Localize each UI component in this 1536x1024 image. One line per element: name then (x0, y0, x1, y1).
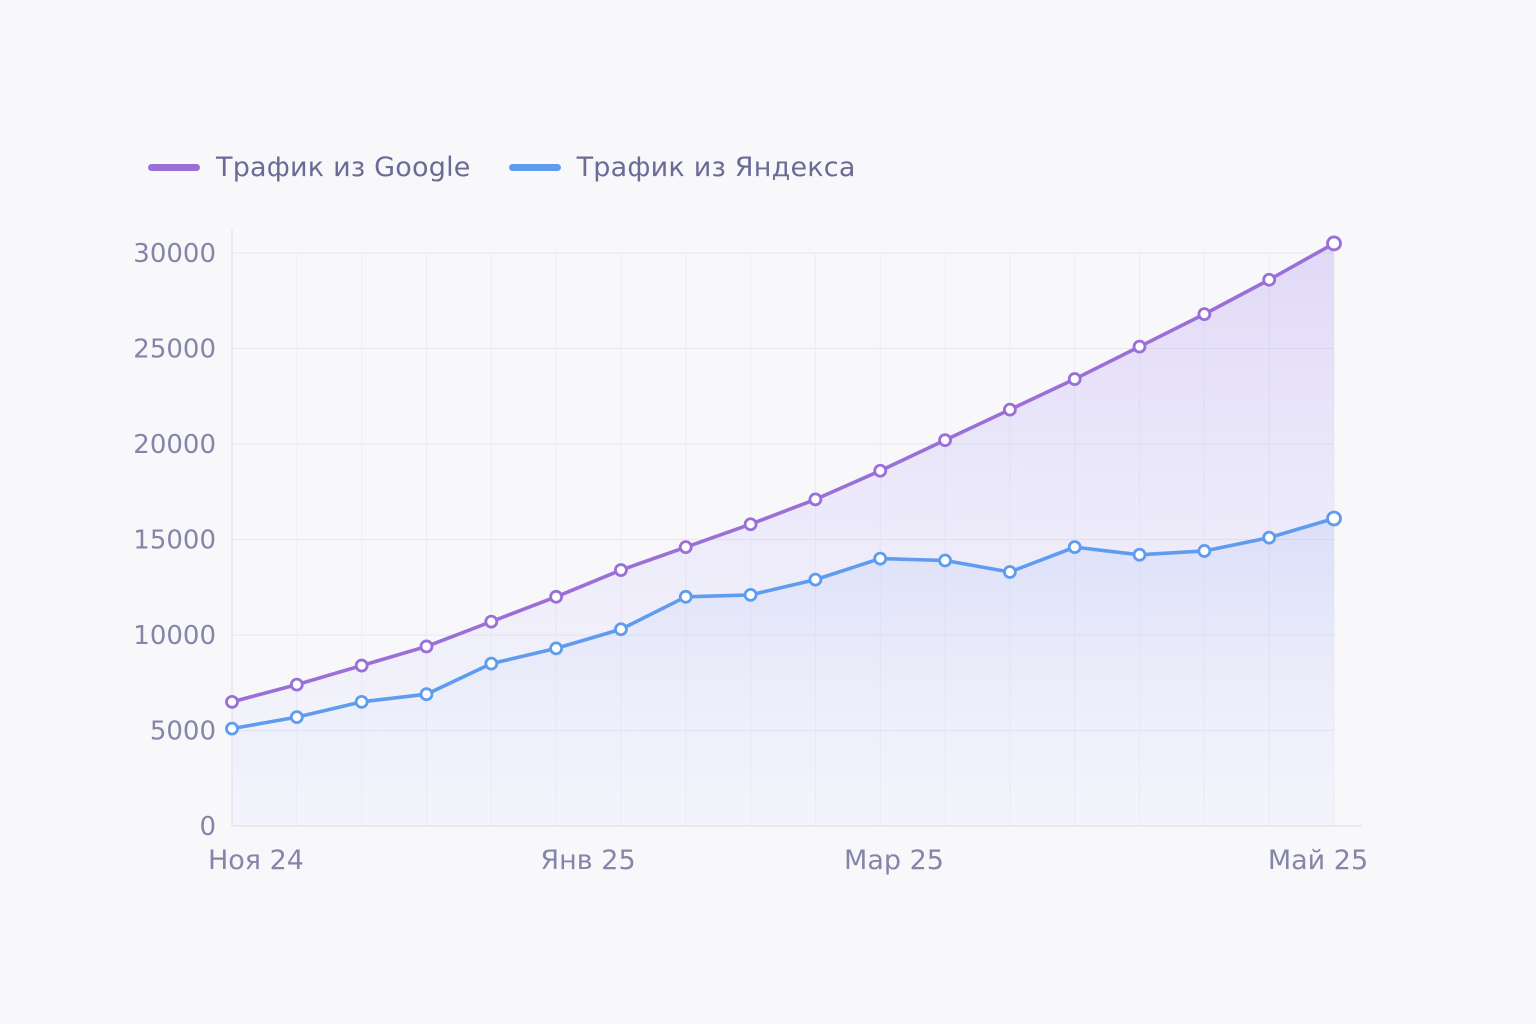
area-series-1 (232, 518, 1334, 826)
line-series-1 (230, 516, 1336, 731)
point-series-1-12 (1002, 565, 1017, 579)
legend-label-google: Трафик из Google (216, 152, 471, 183)
point-series-1-15 (1197, 544, 1212, 558)
point-series-1-3 (419, 687, 434, 702)
point-series-0-10 (873, 463, 888, 478)
legend-label-yandex: Трафик из Яндекса (576, 152, 856, 183)
point-series-1-17 (1326, 510, 1342, 527)
data-points (225, 235, 1342, 736)
y-tick-label-5000: 5000 (150, 717, 216, 747)
x-tick-label-2: Мар 25 (844, 845, 944, 876)
point-series-0-7 (678, 540, 693, 555)
areas (232, 243, 1334, 826)
point-series-0-2 (354, 658, 369, 673)
point-series-0-4 (484, 614, 499, 629)
point-series-1-10 (873, 551, 888, 566)
point-series-1-7 (678, 589, 693, 604)
legend-swatch-google (148, 164, 200, 171)
legend-item-google[interactable]: Трафик из Google (148, 152, 471, 183)
point-series-0-1 (289, 677, 304, 692)
point-series-1-9 (808, 572, 823, 587)
y-tick-label-10000: 10000 (133, 621, 216, 651)
point-series-0-8 (743, 517, 758, 532)
point-series-0-5 (549, 589, 564, 604)
tick-labels: 0 5000 10000 15000 20000 25000 30000 Ноя 24 Янв … (133, 239, 1368, 876)
point-series-0-9 (808, 492, 823, 507)
point-series-0-14 (1132, 339, 1147, 354)
series-lines (230, 241, 1336, 731)
point-series-1-1 (289, 710, 304, 725)
y-tick-label-20000: 20000 (133, 430, 216, 460)
point-series-0-15 (1197, 307, 1212, 322)
point-series-0-17 (1326, 235, 1342, 252)
x-tick-label-3: Май 25 (1268, 845, 1368, 876)
point-series-1-2 (354, 694, 369, 709)
point-series-0-16 (1262, 272, 1277, 287)
line-series-0 (230, 241, 1336, 704)
point-series-1-5 (549, 641, 564, 656)
point-series-1-0 (225, 721, 239, 736)
point-series-0-3 (419, 639, 434, 654)
x-tick-label-1: Янв 25 (540, 845, 635, 876)
point-series-1-13 (1067, 540, 1082, 555)
y-tick-label-30000: 30000 (133, 239, 216, 269)
point-series-0-12 (1002, 402, 1017, 417)
point-series-0-11 (938, 433, 952, 448)
legend: Трафик из Google Трафик из Яндекса (148, 152, 856, 183)
point-series-1-8 (743, 587, 758, 602)
point-series-1-11 (938, 553, 952, 568)
x-tick-label-0: Ноя 24 (208, 845, 304, 876)
y-tick-label-0: 0 (199, 812, 216, 842)
point-series-1-6 (614, 622, 628, 637)
point-series-0-13 (1067, 372, 1082, 386)
point-series-1-14 (1132, 547, 1147, 562)
legend-item-yandex[interactable]: Трафик из Яндекса (508, 152, 856, 183)
point-series-0-0 (225, 694, 239, 709)
y-tick-label-25000: 25000 (133, 335, 216, 365)
point-series-0-6 (614, 563, 628, 577)
point-series-1-16 (1262, 530, 1277, 545)
y-tick-label-15000: 15000 (133, 526, 216, 556)
legend-swatch-yandex (508, 164, 561, 171)
point-series-1-4 (484, 656, 499, 671)
